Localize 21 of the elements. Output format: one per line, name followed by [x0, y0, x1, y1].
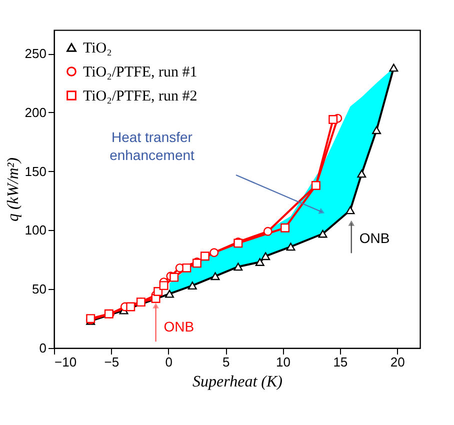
annotation: ONB	[164, 318, 194, 335]
annotation: ONB	[359, 230, 390, 246]
y-tick-label: 250	[24, 46, 46, 62]
legend-label: TiO₂/PTFE, run #1	[83, 64, 198, 80]
x-axis-title: Superheat (K)	[192, 374, 282, 390]
y-tick-label: 200	[24, 104, 46, 120]
x-tick-label: −10	[54, 354, 77, 370]
x-tick-label: 0	[165, 354, 172, 370]
x-tick-label: 10	[276, 354, 290, 370]
y-tick-label: 150	[24, 164, 46, 179]
x-tick-label: 20	[390, 354, 405, 370]
legend-label: TiO₂/PTFE, run #2	[83, 88, 198, 104]
legend-label: TiO₂	[83, 40, 112, 56]
y-tick-label: 100	[24, 222, 46, 238]
x-tick-label: 15	[333, 354, 348, 370]
x-tick-label: 5	[222, 354, 230, 370]
y-axis-title: q (kW/m²)	[4, 158, 22, 222]
y-tick-label: 0	[39, 340, 46, 356]
y-tick-label: 50	[32, 282, 46, 297]
annotation: Heat transfer enhancement	[110, 129, 195, 163]
x-tick-label: −5	[104, 354, 120, 370]
